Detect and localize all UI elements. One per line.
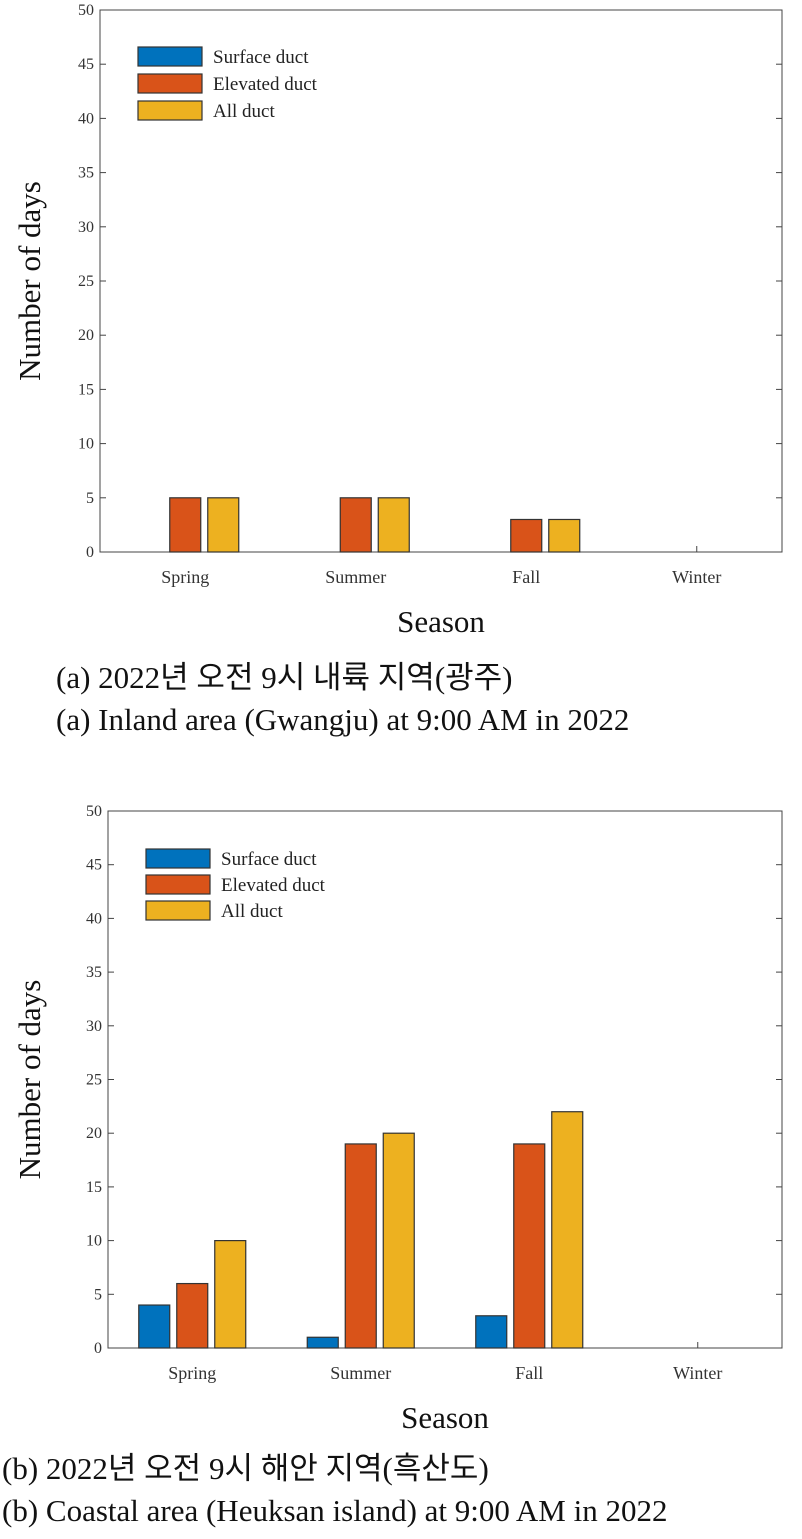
y-tick-label: 10	[86, 1233, 102, 1250]
legend-label: Surface duct	[213, 47, 309, 68]
bar	[510, 518, 543, 553]
bar	[176, 1282, 209, 1349]
y-tick-label: 20	[78, 327, 94, 344]
y-tick-label: 25	[78, 273, 94, 290]
x-tick-label: Winter	[673, 1363, 722, 1383]
bar	[382, 1132, 415, 1349]
y-tick-label: 25	[86, 1072, 102, 1089]
y-tick-label: 5	[86, 490, 94, 507]
x-tick-label: Summer	[325, 567, 386, 587]
y-tick-label: 40	[78, 110, 94, 127]
legend-swatch	[145, 874, 211, 895]
caption-b-korean: (b) 2022년 오전 9시 해안 지역(흑산도)	[2, 1451, 489, 1486]
bar	[138, 1304, 171, 1349]
y-tick-label: 0	[94, 1340, 102, 1357]
bar	[306, 1336, 339, 1349]
bar	[344, 1143, 377, 1349]
caption-a-english: (a) Inland area (Gwangju) at 9:00 AM in …	[56, 702, 630, 737]
bar	[377, 497, 410, 553]
bar	[551, 1111, 584, 1349]
y-tick-label: 15	[86, 1179, 102, 1196]
legend-label: All duct	[221, 901, 283, 922]
y-tick-label: 40	[86, 910, 102, 927]
caption-b-english: (b) Coastal area (Heuksan island) at 9:0…	[2, 1493, 668, 1528]
y-tick-label: 45	[78, 56, 94, 73]
bar	[548, 518, 581, 553]
x-tick-label: Fall	[512, 567, 540, 587]
y-tick-label: 50	[86, 803, 102, 820]
y-tick-label: 5	[94, 1286, 102, 1303]
y-tick-label: 35	[78, 165, 94, 182]
y-tick-label: 20	[86, 1125, 102, 1142]
y-tick-label: 45	[86, 857, 102, 874]
x-axis-label: Season	[397, 604, 485, 639]
bar	[214, 1240, 247, 1349]
y-tick-label: 0	[86, 544, 94, 561]
legend-swatch	[137, 100, 203, 121]
y-tick-label: 10	[78, 436, 94, 453]
y-axis-label: Number of days	[12, 980, 47, 1180]
x-tick-label: Spring	[168, 1363, 216, 1383]
legend-swatch	[145, 900, 211, 921]
legend-label: Elevated duct	[221, 875, 326, 896]
x-tick-label: Spring	[161, 567, 209, 587]
bar	[475, 1315, 508, 1349]
legend-label: Surface duct	[221, 849, 317, 870]
bar	[339, 497, 372, 553]
x-tick-label: Winter	[672, 567, 721, 587]
legend-swatch	[145, 848, 211, 869]
legend-swatch	[137, 73, 203, 94]
y-axis-label: Number of days	[12, 181, 47, 381]
y-tick-label: 35	[86, 964, 102, 981]
y-tick-label: 50	[78, 2, 94, 19]
y-tick-label: 15	[78, 381, 94, 398]
chart-coastal-heuksan: 0 5 10 15 20 25 30 35 40 45 50 Spring Summer Fall Wint…	[12, 803, 783, 1435]
legend-label: Elevated duct	[213, 74, 318, 95]
chart-inland-gwangju: 0 5 10 15 20 25 30 35 40 45 50 Spring Summer Fall Wint…	[12, 2, 783, 639]
bar	[169, 497, 202, 553]
x-tick-label: Summer	[330, 1363, 391, 1383]
caption-a-korean: (a) 2022년 오전 9시 내륙 지역(광주)	[56, 660, 513, 695]
bar	[207, 497, 240, 553]
legend-label: All duct	[213, 101, 275, 122]
bar	[513, 1143, 546, 1349]
x-tick-label: Fall	[515, 1363, 543, 1383]
y-tick-label: 30	[86, 1018, 102, 1035]
y-tick-label: 30	[78, 219, 94, 236]
legend-swatch	[137, 46, 203, 67]
x-axis-label: Season	[401, 1400, 489, 1435]
